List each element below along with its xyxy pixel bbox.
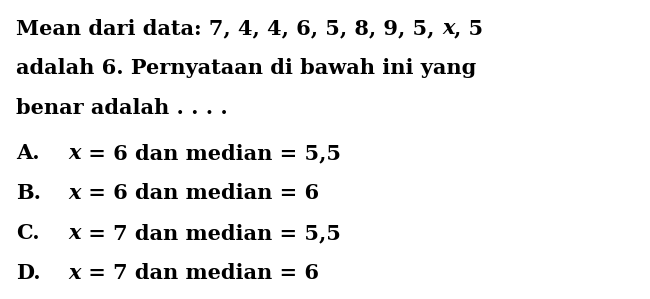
Text: C.: C. bbox=[16, 223, 40, 243]
Text: adalah 6. Pernyataan di bawah ini yang: adalah 6. Pernyataan di bawah ini yang bbox=[16, 58, 476, 78]
Text: x: x bbox=[68, 223, 81, 243]
Text: = 7 dan median = 5,5: = 7 dan median = 5,5 bbox=[81, 223, 341, 243]
Text: x: x bbox=[68, 143, 81, 163]
Text: = 6 dan median = 6: = 6 dan median = 6 bbox=[81, 183, 319, 203]
Text: , 5: , 5 bbox=[454, 18, 484, 38]
Text: B.: B. bbox=[16, 183, 41, 203]
Text: x: x bbox=[442, 18, 454, 38]
Text: D.: D. bbox=[16, 263, 41, 283]
Text: Mean dari data: 7, 4, 4, 6, 5, 8, 9, 5,: Mean dari data: 7, 4, 4, 6, 5, 8, 9, 5, bbox=[16, 18, 442, 38]
Text: = 7 dan median = 6: = 7 dan median = 6 bbox=[81, 263, 318, 283]
Text: = 6 dan median = 5,5: = 6 dan median = 5,5 bbox=[81, 143, 341, 163]
Text: x: x bbox=[68, 183, 81, 203]
Text: benar adalah . . . .: benar adalah . . . . bbox=[16, 98, 228, 118]
Text: x: x bbox=[68, 263, 81, 283]
Text: A.: A. bbox=[16, 143, 40, 163]
